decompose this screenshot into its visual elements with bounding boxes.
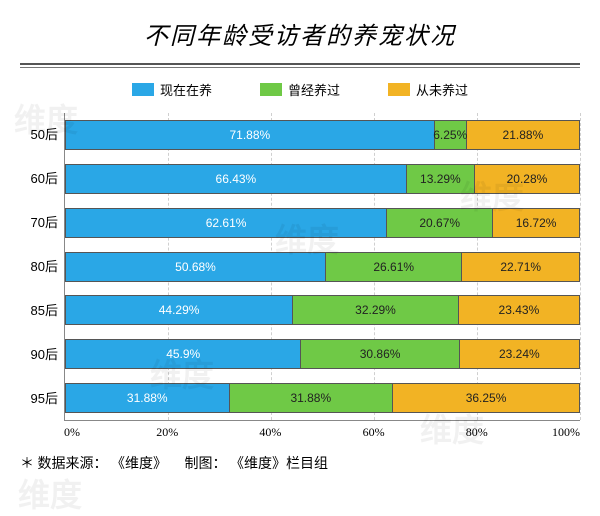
- bar-segment: 31.88%: [66, 384, 230, 412]
- source-line: ＊ 数据来源： 《维度》 制图： 《维度》栏目组: [20, 453, 580, 473]
- bar-slot: 62.61%20.67%16.72%: [65, 201, 580, 245]
- y-axis-label: 80后: [20, 245, 64, 289]
- bar-slot: 45.9%30.86%23.24%: [65, 332, 580, 376]
- y-axis-label: 70后: [20, 201, 64, 245]
- bar-segment: 23.43%: [459, 296, 579, 324]
- x-axis-tick: 0%: [64, 425, 80, 440]
- bar-segment: 50.68%: [66, 253, 326, 281]
- bar-segment: 32.29%: [293, 296, 459, 324]
- x-axis-tick: 60%: [363, 425, 385, 440]
- stacked-bar: 31.88%31.88%36.25%: [65, 383, 580, 413]
- source-credit: 《维度》栏目组: [230, 457, 328, 472]
- chart-area: 50后60后70后80后85后90后95后 71.88%6.25%21.88%6…: [20, 113, 580, 421]
- x-axis-tick: 80%: [466, 425, 488, 440]
- source-name: 《维度》: [111, 457, 167, 472]
- bar-segment: 71.88%: [66, 121, 435, 149]
- bar-slot: 71.88%6.25%21.88%: [65, 113, 580, 157]
- bars-container: 71.88%6.25%21.88% 66.43%13.29%20.28% 62.61…: [65, 113, 580, 420]
- bar-segment: 44.29%: [66, 296, 293, 324]
- bar-segment: 26.61%: [326, 253, 463, 281]
- legend-swatch-0: [132, 83, 154, 96]
- bar-segment: 30.86%: [301, 340, 459, 368]
- bar-segment: 21.88%: [467, 121, 579, 149]
- bar-segment: 31.88%: [230, 384, 394, 412]
- bar-segment: 36.25%: [393, 384, 579, 412]
- legend: 现在在养 曾经养过 从未养过: [20, 80, 580, 99]
- bar-segment: 62.61%: [66, 209, 387, 237]
- legend-label: 曾经养过: [288, 80, 340, 99]
- stacked-bar: 71.88%6.25%21.88%: [65, 120, 580, 150]
- x-axis-tick: 20%: [156, 425, 178, 440]
- y-axis-label: 90后: [20, 333, 64, 377]
- bar-segment: 45.9%: [66, 340, 301, 368]
- bar-segment: 20.28%: [475, 165, 579, 193]
- stacked-bar: 66.43%13.29%20.28%: [65, 164, 580, 194]
- stacked-bar: 62.61%20.67%16.72%: [65, 208, 580, 238]
- bar-segment: 23.24%: [460, 340, 579, 368]
- stacked-bar: 44.29%32.29%23.43%: [65, 295, 580, 325]
- stacked-bar: 50.68%26.61%22.71%: [65, 252, 580, 282]
- legend-item: 曾经养过: [260, 80, 340, 99]
- bar-slot: 66.43%13.29%20.28%: [65, 157, 580, 201]
- y-axis-labels: 50后60后70后80后85后90后95后: [20, 113, 64, 421]
- x-axis-tick: 100%: [552, 425, 580, 440]
- x-axis: 0% 20% 40% 60% 80% 100%: [64, 425, 580, 441]
- bar-slot: 31.88%31.88%36.25%: [65, 376, 580, 420]
- bar-segment: 66.43%: [66, 165, 407, 193]
- bar-segment: 6.25%: [435, 121, 467, 149]
- y-axis-label: 60后: [20, 157, 64, 201]
- plot-area: 71.88%6.25%21.88% 66.43%13.29%20.28% 62.61…: [64, 113, 580, 421]
- bar-slot: 44.29%32.29%23.43%: [65, 288, 580, 332]
- legend-label: 现在在养: [160, 80, 212, 99]
- divider-thick: [20, 63, 580, 65]
- legend-item: 从未养过: [388, 80, 468, 99]
- bar-segment: 13.29%: [407, 165, 475, 193]
- y-axis-label: 50后: [20, 113, 64, 157]
- chart-title: 不同年龄受访者的养宠状况: [20, 16, 580, 63]
- bar-segment: 16.72%: [493, 209, 579, 237]
- legend-swatch-1: [260, 83, 282, 96]
- source-mid: 制图：: [171, 457, 227, 472]
- stacked-bar: 45.9%30.86%23.24%: [65, 339, 580, 369]
- x-axis-tick: 40%: [259, 425, 281, 440]
- divider-thin: [20, 67, 580, 68]
- bar-segment: 22.71%: [462, 253, 579, 281]
- legend-item: 现在在养: [132, 80, 212, 99]
- bar-slot: 50.68%26.61%22.71%: [65, 245, 580, 289]
- y-axis-label: 95后: [20, 377, 64, 421]
- legend-swatch-2: [388, 83, 410, 96]
- legend-label: 从未养过: [416, 80, 468, 99]
- y-axis-label: 85后: [20, 289, 64, 333]
- bar-segment: 20.67%: [387, 209, 493, 237]
- source-prefix: ＊ 数据来源：: [20, 457, 108, 472]
